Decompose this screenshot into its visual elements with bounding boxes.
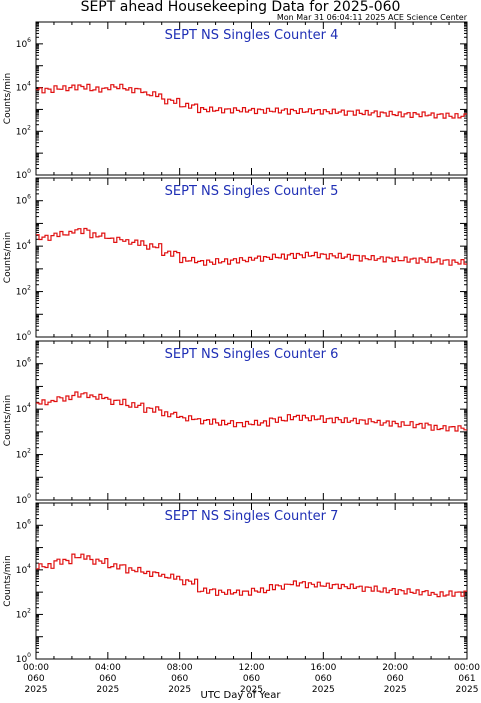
- panel-4: 100 102 104 106 Counts/min SEPT NS Singles Co…: [3, 502, 468, 665]
- y-tick-label: 102: [16, 285, 31, 298]
- y-tick-label: 104: [16, 402, 31, 415]
- y-tick-label: 100: [16, 493, 31, 506]
- y-tick-label: 100: [16, 330, 31, 343]
- y-tick-label: 100: [16, 652, 31, 665]
- y-axis-label: Counts/min: [3, 232, 13, 283]
- series-line: [36, 391, 467, 432]
- page-title: SEPT ahead Housekeeping Data for 2025-06…: [80, 0, 401, 15]
- x-tick-label-time: 00:00: [23, 663, 49, 673]
- y-tick-label: 106: [16, 37, 31, 50]
- y-tick-label: 106: [16, 357, 31, 370]
- x-tick-label-time: 00:00: [454, 663, 480, 673]
- y-tick-label: 104: [16, 563, 31, 576]
- y-axis-label: Counts/min: [3, 395, 13, 446]
- panel-title: SEPT NS Singles Counter 6: [165, 347, 339, 362]
- x-axis-label: UTC Day of Year: [200, 690, 281, 701]
- x-tick-label-doy: 060: [315, 674, 332, 684]
- page-subtitle: Mon Mar 31 06:04:11 2025 ACE Science Cen…: [276, 13, 467, 22]
- x-tick-label-doy: 061: [458, 674, 475, 684]
- x-tick-label-time: 20:00: [382, 663, 408, 673]
- x-axis: 00:00060202504:00060202508:00060202512:0…: [23, 663, 480, 695]
- x-tick-label-doy: 060: [171, 674, 188, 684]
- x-tick-label-year: 2025: [168, 685, 191, 695]
- x-tick-label-year: 2025: [96, 685, 119, 695]
- series-line: [36, 553, 467, 598]
- x-tick-label-time: 04:00: [95, 663, 121, 673]
- x-tick-label-time: 08:00: [167, 663, 193, 673]
- series-line: [36, 227, 467, 266]
- panel-title: SEPT NS Singles Counter 7: [165, 509, 339, 524]
- panel-title: SEPT NS Singles Counter 5: [165, 184, 339, 199]
- panel-2: 100 102 104 106 Counts/min SEPT NS Singles Co…: [3, 177, 468, 343]
- y-tick-label: 102: [16, 607, 31, 620]
- x-tick-label-year: 2025: [384, 685, 407, 695]
- panel-3: 100 102 104 106 Counts/min SEPT NS Singles Co…: [3, 340, 468, 506]
- x-tick-label-doy: 060: [27, 674, 44, 684]
- plot-frame: [35, 21, 468, 176]
- x-tick-label-year: 2025: [240, 685, 263, 695]
- x-tick-label-year: 2025: [312, 685, 335, 695]
- y-tick-label: 106: [16, 194, 31, 207]
- x-tick-label-doy: 060: [243, 674, 260, 684]
- y-tick-label: 106: [16, 518, 31, 531]
- y-tick-label: 102: [16, 124, 31, 137]
- x-tick-label-year: 2025: [456, 685, 479, 695]
- x-tick-label-doy: 060: [99, 674, 116, 684]
- x-tick-label-time: 12:00: [239, 663, 265, 673]
- panel-1: 100 102 104 106 Counts/min SEPT NS Singles Co…: [3, 21, 468, 181]
- plot-frame: [35, 502, 468, 660]
- series-line: [36, 83, 467, 119]
- plot-frame: [35, 340, 468, 501]
- x-tick-label-doy: 060: [387, 674, 404, 684]
- x-tick-label-year: 2025: [25, 685, 48, 695]
- y-tick-label: 104: [16, 239, 31, 252]
- y-tick-label: 104: [16, 81, 31, 94]
- y-tick-label: 102: [16, 448, 31, 461]
- y-axis-label: Counts/min: [3, 73, 13, 124]
- panel-title: SEPT NS Singles Counter 4: [165, 28, 339, 43]
- x-tick-label-time: 16:00: [310, 663, 336, 673]
- y-tick-label: 100: [16, 168, 31, 181]
- y-axis-label: Counts/min: [3, 555, 13, 606]
